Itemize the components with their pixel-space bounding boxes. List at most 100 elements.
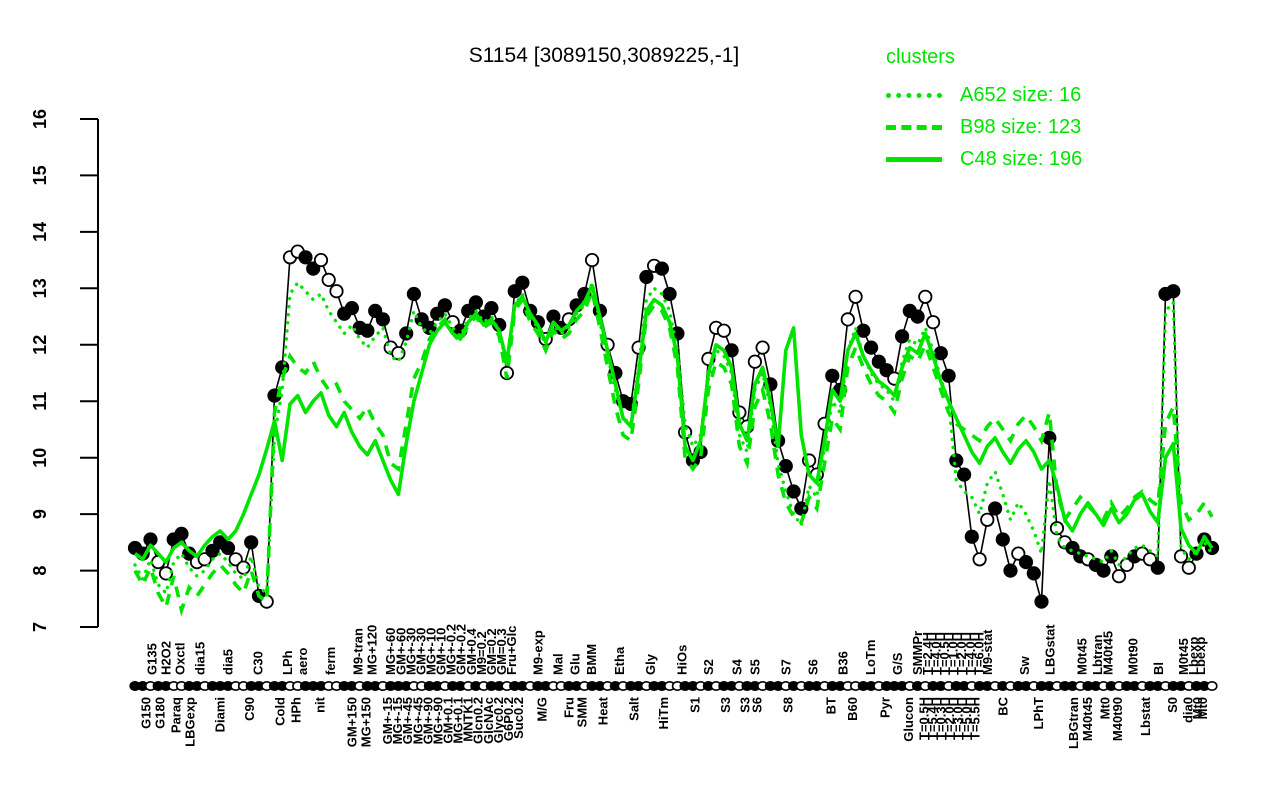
x-condition-label-top: T=4.0H (963, 632, 978, 675)
y-axis-tick-label: 14 (30, 222, 50, 242)
x-condition-label-bottom: LBGtran (1066, 697, 1081, 749)
solid-line-sample-icon (886, 156, 942, 162)
x-condition-label-top: Lbtran (1090, 635, 1105, 676)
profile-point-filled (856, 323, 871, 338)
x-condition-label-bottom: nit (313, 696, 328, 713)
x-condition-label-top: T=0.5H (937, 632, 952, 675)
x-condition-label-bottom: B60 (845, 697, 860, 721)
x-condition-label-top: S2 (701, 659, 716, 675)
x-condition-label-top: dia5 (221, 649, 236, 675)
profile-point-filled (894, 329, 910, 344)
dotted-line-sample-icon (886, 92, 942, 98)
y-axis-tick-label: 13 (30, 278, 50, 298)
x-condition-label-top: C30 (251, 651, 266, 675)
x-condition-label-top: H2O2 (159, 641, 174, 675)
profile-point-filled (778, 458, 793, 474)
profile-point-open (972, 552, 987, 567)
y-axis-tick-label: 7 (30, 622, 50, 632)
profile-point-filled (654, 261, 670, 276)
cluster-c48-solid-line (133, 283, 1214, 564)
profile-point-filled (662, 286, 677, 302)
x-condition-label-top: ferm (323, 647, 338, 675)
x-condition-label-bottom: S8 (781, 697, 796, 713)
legend-entry-label: C48 size: 196 (960, 147, 1083, 170)
profile-point-open (716, 323, 732, 338)
x-condition-label-top: MG+-60 (383, 628, 398, 675)
x-condition-label-top: GM+-10 (434, 628, 449, 675)
x-condition-label-bottom: T=0.5H (916, 697, 931, 740)
x-condition-label-bottom: Mt0 (1195, 697, 1210, 719)
x-condition-label-bottom: SMM (575, 697, 590, 727)
x-condition-label-bottom: GlcNAc (481, 697, 496, 744)
y-axis-tick-label: 8 (30, 566, 50, 576)
x-condition-label-top: Bl (1151, 662, 1166, 675)
x-condition-label-top: GM+-30 (413, 628, 428, 675)
profile-point-filled (964, 529, 979, 544)
profile-point-filled (863, 340, 879, 355)
profile-point-open (313, 253, 329, 268)
x-condition-label-top: dia15 (193, 642, 208, 675)
profile-point-filled (422, 320, 437, 335)
x-condition-label-top: M40t45 (1101, 631, 1116, 675)
x-condition-label-top: LoTm (863, 640, 878, 675)
profile-point-filled (1096, 563, 1111, 578)
x-condition-label-bottom: T=3.0H (950, 697, 965, 740)
x-condition-label-top: G135 (145, 643, 160, 675)
x-condition-label-top: M9-tran (351, 628, 366, 675)
x-condition-label-top: GM+-60 (393, 628, 408, 675)
profile-point-filled (639, 269, 654, 285)
x-condition-label-bottom: G6P0.2 (501, 697, 516, 741)
profile-point-filled (786, 484, 801, 499)
profile-point-open (158, 566, 174, 581)
profile-point-open (747, 354, 763, 369)
x-condition-label-top: T=6.0H (971, 632, 986, 675)
x-condition-label-bottom: HPh (289, 697, 304, 723)
legend-entry: A652 size: 16 (886, 79, 1082, 111)
x-condition-label-bottom: Suc0.2 (511, 697, 526, 739)
x-condition-label-bottom: T=5.4H (925, 697, 940, 740)
profile-point-open (1181, 560, 1196, 575)
x-condition-label-bottom: MNTK1 (461, 697, 476, 742)
x-condition-label-bottom: S3 (718, 697, 733, 713)
x-condition-label-bottom: MG+-90 (431, 697, 446, 744)
dashed-line-sample-icon (886, 124, 942, 130)
profile-point-filled (344, 300, 359, 316)
legend-title: clusters (886, 46, 955, 68)
profile-point-open (918, 289, 933, 304)
x-condition-label-bottom: M40t90 (1110, 697, 1125, 741)
x-condition-label-top: M0t45 (1176, 638, 1191, 675)
x-condition-label-bottom: Mt0 (1190, 697, 1205, 719)
x-condition-label-top: B36 (836, 651, 851, 675)
profile-point-open (197, 552, 212, 567)
x-condition-label-bottom: MG+-45 (410, 697, 425, 744)
x-condition-label-bottom: T=5.5H (967, 697, 982, 740)
x-condition-label-top: Oxctl (172, 642, 187, 675)
y-axis-tick-label: 10 (30, 448, 50, 468)
profile-point-filled (515, 275, 530, 290)
x-condition-label-top: aero (295, 647, 310, 675)
profile-point-filled (360, 323, 375, 338)
profile-point-open (755, 340, 770, 355)
x-condition-label-bottom: BT (823, 697, 838, 714)
x-condition-label-bottom: GM+-15 (380, 697, 395, 744)
x-condition-label-bottom: MG+-15 (390, 697, 405, 744)
x-condition-label-top: BMM (584, 644, 599, 675)
profile-point-filled (174, 526, 189, 542)
profile-point-filled (1166, 284, 1181, 299)
x-condition-label-bottom: T=5.0H (959, 697, 974, 740)
profile-point-filled (298, 250, 313, 265)
x-condition-label-top: M9-exp (530, 630, 545, 675)
profile-point-filled (406, 286, 421, 302)
x-condition-label-bottom: LPhT (1031, 697, 1046, 730)
x-condition-label-top: S7 (778, 659, 793, 675)
x-condition-label-bottom: BC (995, 696, 1010, 715)
x-condition-label-bottom: S6 (750, 697, 765, 713)
x-condition-label-top: T=2.0H (954, 632, 969, 675)
profile-point-filled (220, 540, 236, 556)
x-condition-label-top: GM=0.3 (494, 628, 509, 675)
x-condition-label-top: T=4.0H (929, 632, 944, 675)
profile-point-filled (1018, 554, 1034, 570)
x-condition-label-top: SMMPr (910, 631, 925, 675)
x-condition-label-bottom: LBGexp (183, 697, 198, 747)
